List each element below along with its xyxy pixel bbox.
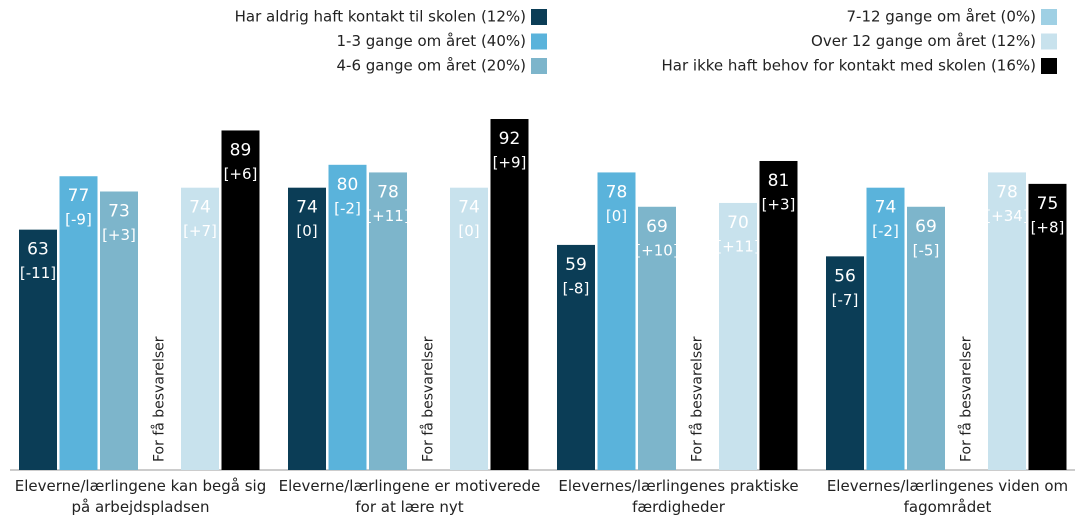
value-label: 59 xyxy=(565,255,587,275)
value-label: 78 xyxy=(377,182,399,202)
annotation: For få besvarelser xyxy=(689,336,706,462)
legend-label: Over 12 gange om året (12%) xyxy=(811,32,1036,50)
value-label: 73 xyxy=(108,202,130,222)
change-label: [+3] xyxy=(102,226,136,244)
change-label: [+10] xyxy=(635,241,678,259)
legend-swatch xyxy=(531,58,547,74)
value-label: 74 xyxy=(189,198,211,218)
bar xyxy=(19,229,57,470)
legend-label: 4-6 gange om året (20%) xyxy=(336,57,526,75)
legend-swatch xyxy=(531,33,547,50)
change-label: [-5] xyxy=(913,241,940,259)
value-label: 74 xyxy=(296,198,318,218)
bar xyxy=(328,164,367,471)
annotation: For få besvarelser xyxy=(151,336,168,462)
bar xyxy=(181,187,219,470)
value-label: 89 xyxy=(230,140,252,160)
legend-label: Har aldrig haft kontakt til skolen (12%) xyxy=(235,8,526,26)
change-label: [0] xyxy=(458,222,479,240)
change-label: [-7] xyxy=(832,291,859,309)
x-tick-label: Elevernes/lærlingenes praktiske færdighe… xyxy=(558,477,799,516)
bar xyxy=(450,187,488,470)
bar xyxy=(490,119,529,471)
change-label: [+6] xyxy=(224,165,258,183)
value-label: 77 xyxy=(68,186,90,206)
value-label: 92 xyxy=(499,129,521,149)
bar xyxy=(288,187,326,470)
change-label: [-2] xyxy=(872,222,899,240)
value-label: 69 xyxy=(915,217,937,237)
bar xyxy=(907,206,945,470)
change-label: [-11] xyxy=(20,264,56,282)
bar xyxy=(638,206,676,470)
bar xyxy=(719,202,757,470)
legend-swatch xyxy=(1041,33,1057,50)
value-label: 69 xyxy=(646,217,668,237)
value-label: 70 xyxy=(727,213,749,233)
legend-label: Har ikke haft behov for kontakt med skol… xyxy=(662,57,1036,75)
bar xyxy=(597,172,636,470)
bar xyxy=(221,130,260,470)
legend-swatch xyxy=(1041,9,1057,25)
value-label: 80 xyxy=(337,175,359,195)
legend-swatch xyxy=(1041,58,1057,74)
change-label: [-2] xyxy=(334,199,361,217)
change-label: [+11] xyxy=(366,207,409,225)
change-label: [-8] xyxy=(563,279,590,297)
value-label: 75 xyxy=(1037,194,1059,214)
value-label: 63 xyxy=(27,240,49,260)
value-label: 81 xyxy=(768,171,790,191)
change-label: [+7] xyxy=(183,222,217,240)
change-label: [+9] xyxy=(493,154,527,172)
x-tick-label: Eleverne/lærlingene er motiverede for at… xyxy=(278,477,541,516)
annotation: For få besvarelser xyxy=(420,336,437,462)
change-label: [+3] xyxy=(762,195,796,213)
change-label: [+8] xyxy=(1031,218,1065,236)
bar xyxy=(826,256,864,470)
bar xyxy=(59,176,98,470)
bar xyxy=(866,187,905,470)
change-label: [+34] xyxy=(985,207,1028,225)
value-label: 78 xyxy=(996,182,1018,202)
x-tick-label: Eleverne/lærlingene kan begå sig på arbe… xyxy=(14,477,267,516)
bar xyxy=(369,172,407,470)
change-label: [-9] xyxy=(65,211,92,229)
value-label: 74 xyxy=(875,198,897,218)
change-label: [0] xyxy=(296,222,317,240)
annotation: For få besvarelser xyxy=(958,336,975,462)
legend-label: 7-12 gange om året (0%) xyxy=(846,8,1036,26)
bar xyxy=(988,172,1026,470)
bar xyxy=(100,191,138,470)
bar xyxy=(557,244,595,470)
x-tick-label: Elevernes/lærlingenes viden om fagområde… xyxy=(826,477,1069,516)
legend-swatch xyxy=(531,9,547,25)
value-label: 74 xyxy=(458,198,480,218)
bar xyxy=(759,160,798,471)
value-label: 78 xyxy=(606,182,628,202)
legend-label: 1-3 gange om året (40%) xyxy=(336,32,526,50)
change-label: [+11] xyxy=(716,237,759,255)
change-label: [0] xyxy=(606,207,627,225)
bar xyxy=(1028,183,1067,470)
value-label: 56 xyxy=(834,266,856,286)
